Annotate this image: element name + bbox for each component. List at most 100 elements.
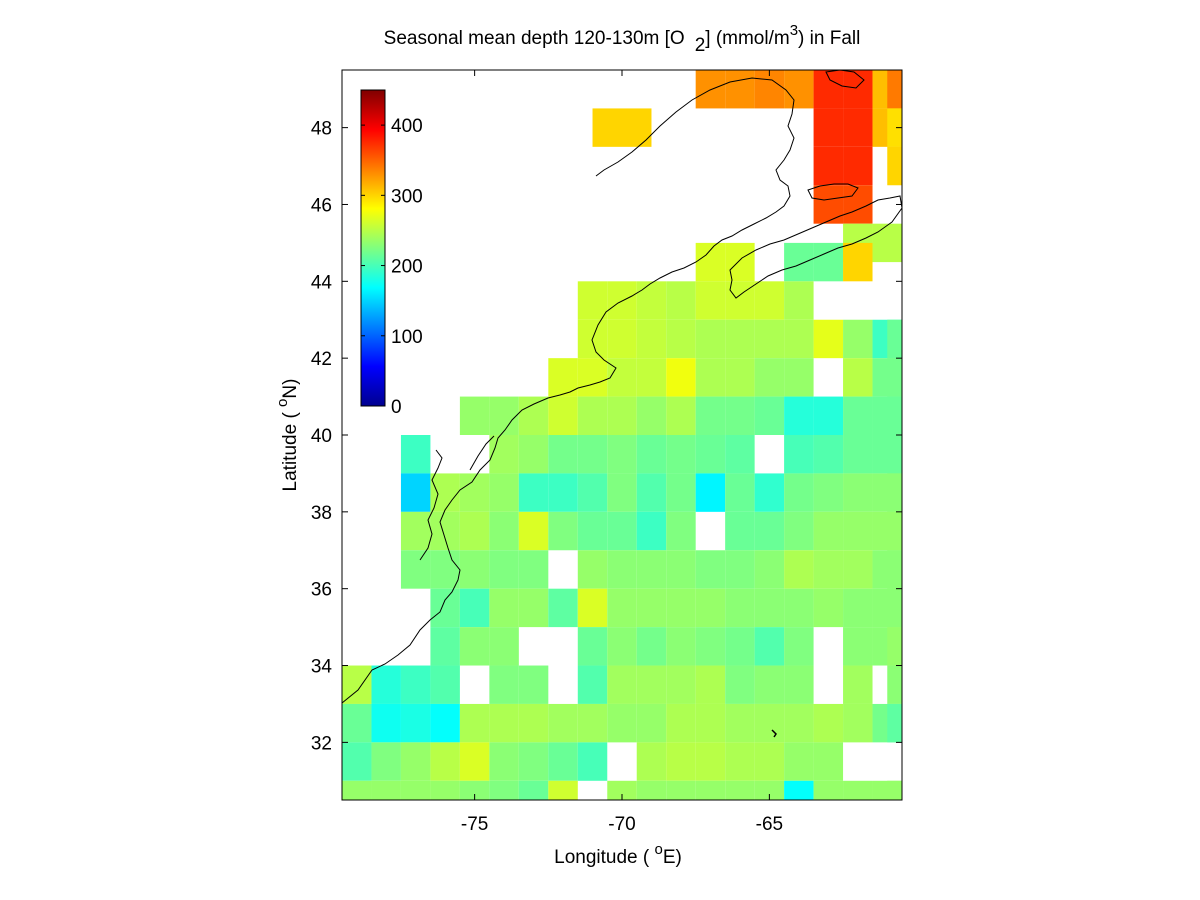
heatmap-cell-10-1 [489,435,519,474]
heatmap-cell-14-3 [518,588,549,628]
x-axis: -75 -70 -65 [461,70,783,835]
heatmap-cell-17-9 [607,703,637,743]
heatmap-cell-11-12 [754,473,785,512]
ylabel-end: N) [280,379,301,399]
heatmap-cell-9-12 [813,396,844,435]
heatmap-cell-19-16 [843,780,873,800]
heatmap-cell-14-8 [666,588,696,628]
heatmap-cell-14-11 [754,588,785,628]
heatmap-cell-9-10 [754,396,785,435]
heatmap-cell-8-6 [725,358,755,397]
y-tick-label-4: 40 [311,426,332,447]
heatmap-cell-16-6 [577,665,608,704]
heatmap-cell-9-0 [459,396,490,435]
heatmap-cell-12-16 [887,511,902,551]
heatmap-cell-8-11 [887,358,902,397]
heatmap-cell-13-11 [754,550,785,589]
heatmap-cell-17-2 [400,703,431,743]
plot-area [341,69,903,801]
heatmap-cell-17-7 [548,703,578,743]
y-axis: 32 34 36 38 40 42 44 46 48 [311,119,902,754]
colorbar-tick-label-3: 300 [391,186,423,207]
heatmap-cell-16-2 [400,665,431,704]
heatmap-cell-8-3 [636,358,667,397]
heatmap-cell-10-9 [725,435,755,474]
heatmap-cell-7-6 [754,319,785,359]
y-tick-label-1: 34 [311,657,333,678]
x-axis-label: Longitude ( oE) [554,841,682,868]
heatmap-cell-13-1 [430,550,460,589]
xlabel-end: E) [663,847,682,868]
heatmap-cell-12-4 [518,511,549,551]
heatmap-cell-12-13 [813,511,844,551]
heatmap-cell-9-4 [577,396,608,435]
heatmap-cell-7-3 [666,319,696,359]
colorbar-gradient [360,89,386,407]
heatmap-cell-12-10 [725,511,755,551]
heatmap-cell-18-3 [430,742,460,781]
heatmap-cell-9-11 [784,396,814,435]
y-tick-label-7: 46 [311,195,332,216]
heatmap-cell-10-3 [548,435,578,474]
heatmap-cell-8-4 [666,358,696,397]
coastline-pei [807,183,859,201]
colorbar: 0 100 200 300 400 [360,89,423,418]
heatmap-cell-12-7 [607,511,637,551]
heatmap-cell-2-1 [843,146,873,186]
heatmap-cell-18-10 [666,742,696,781]
heatmap-cell-19-8 [607,780,637,800]
heatmap-cell-16-9 [666,665,696,704]
heatmap-cell-18-4 [459,742,490,781]
heatmap-cell-17-3 [430,703,460,743]
heatmap-cell-10-11 [813,435,844,474]
heatmap-cell-7-11 [887,319,902,359]
heatmap-cell-18-7 [548,742,578,781]
heatmap-cell-6-2 [636,281,667,320]
heatmap-cell-17-19 [887,703,902,743]
heatmap-cell-1-2 [813,108,844,147]
heatmap-cell-9-5 [607,396,637,435]
heatmap-cell-19-6 [518,780,549,800]
heatmap-cell-3-1 [843,185,873,224]
colorbar-tick-label-2: 200 [391,257,423,278]
heatmap-cell-18-5 [489,742,519,781]
coastline-chesapeake [419,449,443,561]
colorbar-tick-label-1: 100 [391,327,423,348]
heatmap-cell-17-0 [342,703,372,743]
heatmap-cell-17-4 [459,703,490,743]
heatmap-cell-18-6 [518,742,549,781]
heatmap-cell-3-0 [813,185,844,224]
heatmap-cell-19-12 [725,780,755,800]
heatmap-cell-8-1 [577,358,608,397]
heatmap-cell-14-14 [843,588,873,628]
heatmap-cell-1-1 [622,108,652,147]
heatmap-cell-12-6 [577,511,608,551]
heatmap-cell-12-12 [784,511,814,551]
heatmap-cell-15-13 [887,627,902,666]
heatmap-cell-9-3 [548,396,578,435]
heatmap-cell-15-9 [754,627,785,666]
y-tick-label-0: 32 [311,733,332,754]
heatmap-cell-16-12 [754,665,785,704]
x-tick-label-2: -65 [756,814,783,835]
heatmap-cell-12-0 [400,511,431,551]
heatmap-cell-14-16 [887,588,902,628]
heatmap-cell-19-10 [666,780,696,800]
heatmap-cell-15-6 [666,627,696,666]
heatmap-cell-11-8 [636,473,667,512]
heatmap-cell-7-4 [695,319,726,359]
heatmap-cell-19-4 [459,780,490,800]
title-superscript: 3 [790,22,798,39]
heatmap-cell-8-5 [695,358,726,397]
y-tick-label-8: 48 [311,119,332,140]
heatmap-cell-9-9 [725,396,755,435]
heatmap-cell-14-5 [577,588,608,628]
heatmap-cell-7-2 [636,319,667,359]
heatmap-cell-6-3 [666,281,696,320]
heatmap-cell-19-13 [754,780,785,800]
heatmap-cell-15-4 [607,627,637,666]
heatmap-cell-19-11 [695,780,726,800]
heatmap-cell-11-0 [400,473,431,512]
coastline-nova-scotia [729,195,903,299]
